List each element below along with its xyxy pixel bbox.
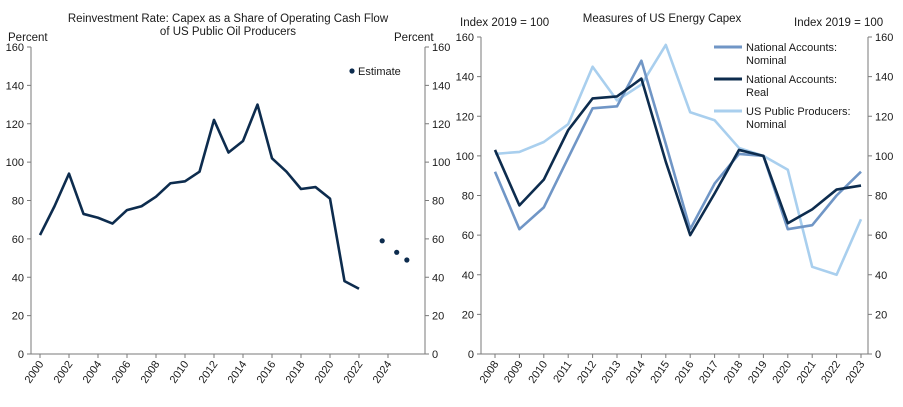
left-chart-title-line-2: of US Public Oil Producers — [160, 26, 296, 38]
right-chart-line-national-accounts-nominal — [493, 59, 862, 231]
right-chart-xtick-label: 2023 — [844, 359, 868, 386]
right-chart-ytick-label-left: 0 — [468, 349, 474, 361]
right-chart-legend-label-line-2: Nominal — [746, 55, 786, 67]
right-chart-ytick-label-left: 160 — [456, 32, 474, 44]
right-chart-xtick-label: 2010 — [526, 359, 550, 386]
left-chart-xtick-label: 2008 — [139, 359, 163, 386]
left-chart-xtick-label: 2020 — [313, 359, 337, 386]
right-chart-ytick-label-right: 0 — [875, 349, 881, 361]
right-chart-ytick-label-right: 160 — [875, 32, 893, 44]
left-chart-ytick-label-right: 100 — [432, 157, 450, 169]
left-chart-ytick-label-left: 140 — [6, 80, 24, 92]
right-chart-ytick-label-left: 60 — [462, 230, 474, 242]
right-chart-ytick-label-right: 40 — [875, 270, 887, 282]
left-chart-xtick-label: 2004 — [81, 359, 105, 386]
right-chart-ytick-label-left: 120 — [456, 111, 474, 123]
right-chart-ytick-label-right: 80 — [875, 191, 887, 203]
right-chart-ylabel-left: Index 2019 = 100 — [460, 17, 549, 29]
right-chart-ytick-label-right: 100 — [875, 151, 893, 163]
left-chart-legend-estimate-label: Estimate — [358, 66, 401, 78]
left-chart-ytick-label-right: 120 — [432, 119, 450, 131]
left-chart-legend-estimate-marker — [349, 68, 355, 74]
left-chart-xtick-label: 2000 — [23, 359, 47, 386]
right-chart-xtick-label: 2012 — [575, 359, 599, 386]
right-chart-legend-label-line-2: Real — [746, 87, 769, 99]
right-chart-ytick-label-right: 140 — [875, 72, 893, 84]
right-chart-title: Measures of US Energy Capex — [583, 13, 742, 25]
right-chart-ytick-label-right: 120 — [875, 111, 893, 123]
left-chart-xtick-label: 2002 — [52, 359, 76, 386]
left-chart-reinvestment-rate: Reinvestment Rate: Capex as a Share of O… — [6, 13, 451, 386]
right-chart-xtick-label: 2011 — [551, 359, 574, 385]
right-chart-line-us-public-producers-nominal — [494, 43, 863, 277]
right-chart-ytick-label-right: 60 — [875, 230, 887, 242]
right-chart-xtick-label: 2014 — [624, 359, 648, 386]
right-chart-legend-label-line-1: National Accounts: — [746, 74, 837, 86]
left-chart-ytick-label-right: 140 — [432, 80, 450, 92]
left-chart-xtick-label: 2016 — [255, 359, 279, 386]
right-chart-xtick-label: 2009 — [502, 359, 526, 386]
left-chart-ytick-label-left: 100 — [6, 157, 24, 169]
right-chart-xtick-label: 2018 — [722, 359, 746, 386]
right-chart-xtick-label: 2021 — [795, 359, 819, 386]
left-chart-ytick-label-left: 80 — [12, 196, 24, 208]
left-chart-ytick-label-left: 160 — [6, 42, 24, 54]
right-chart-xtick-label: 2008 — [478, 359, 502, 386]
left-chart-xtick-label: 2014 — [226, 359, 250, 386]
right-chart-legend-label-line-1: National Accounts: — [746, 42, 837, 54]
left-chart-xtick-label: 2024 — [371, 359, 395, 386]
right-chart-xtick-label: 2017 — [697, 359, 721, 386]
right-chart-line-national-accounts-real — [493, 77, 862, 237]
left-chart-xtick-label: 2010 — [168, 359, 192, 386]
left-chart-ytick-label-left: 20 — [12, 311, 24, 323]
left-chart-ytick-label-right: 40 — [432, 272, 444, 284]
left-chart-ylabel-left: Percent — [8, 32, 48, 44]
right-chart-xtick-label: 2019 — [746, 359, 770, 386]
left-chart-estimate-point — [379, 238, 385, 244]
right-chart-ytick-label-left: 40 — [462, 270, 474, 282]
left-chart-ytick-label-left: 120 — [6, 119, 24, 131]
right-chart-ytick-label-left: 100 — [456, 151, 474, 163]
left-chart-title-line-1: Reinvestment Rate: Capex as a Share of O… — [68, 13, 389, 25]
right-chart-xtick-label: 2013 — [600, 359, 624, 386]
right-chart-xtick-label: 2015 — [648, 359, 672, 386]
left-chart-reinvestment-line — [38, 103, 360, 290]
left-chart-xtick-label: 2012 — [197, 359, 221, 386]
left-chart-ytick-label-left: 60 — [12, 234, 24, 246]
left-chart-ytick-label-right: 0 — [432, 349, 438, 361]
right-chart-ytick-label-left: 20 — [462, 309, 474, 321]
left-chart-ytick-label-left: 40 — [12, 272, 24, 284]
right-chart-ytick-label-left: 140 — [456, 72, 474, 84]
right-chart-energy-capex: Measures of US Energy Capex Index 2019 = … — [456, 13, 894, 386]
left-chart-xtick-label: 2022 — [342, 359, 366, 386]
left-chart-xtick-label: 2006 — [110, 359, 134, 386]
right-chart-xtick-label: 2020 — [770, 359, 794, 386]
left-chart-ytick-label-right: 60 — [432, 234, 444, 246]
right-chart-xtick-label: 2016 — [673, 359, 697, 386]
left-chart-ytick-label-left: 0 — [18, 349, 24, 361]
right-chart-legend-label-line-1: US Public Producers: — [746, 106, 851, 118]
left-chart-estimate-point — [394, 249, 400, 255]
left-chart-estimate-point — [404, 257, 410, 263]
right-chart-legend-label-line-2: Nominal — [746, 119, 786, 131]
left-chart-ytick-label-right: 20 — [432, 311, 444, 323]
right-chart-ylabel-right: Index 2019 = 100 — [794, 17, 883, 29]
right-chart-ytick-label-left: 80 — [462, 191, 474, 203]
right-chart-ytick-label-right: 20 — [875, 309, 887, 321]
left-chart-ytick-label-right: 160 — [432, 42, 450, 54]
left-chart-ytick-label-right: 80 — [432, 196, 444, 208]
left-chart-xtick-label: 2018 — [284, 359, 308, 386]
left-chart-ylabel-right: Percent — [394, 32, 434, 44]
right-chart-xtick-label: 2022 — [819, 359, 843, 386]
